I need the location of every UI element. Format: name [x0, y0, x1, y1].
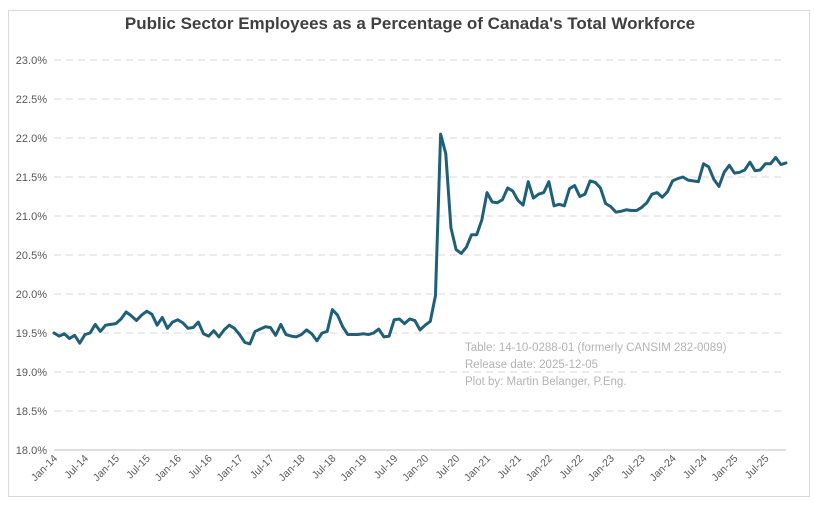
x-tick-label: Jul-18	[310, 453, 339, 482]
y-tick-label: 20.0%	[16, 289, 47, 301]
series-line	[52, 132, 788, 346]
x-axis-ticks: Jan-14 Jul-14 Jan-15 Jul-15 Jan-16 Jul-16 Jan-…	[29, 453, 772, 484]
x-tick-label: Jul-15	[124, 453, 153, 482]
x-tick-label: Jan-17	[215, 453, 246, 484]
y-tick-label: 22.0%	[16, 133, 47, 145]
x-tick-label: Jan-20	[400, 453, 431, 484]
note-author: Plot by: Martin Belanger, P.Eng.	[465, 376, 627, 388]
x-tick-label: Jan-25	[709, 453, 740, 484]
y-tick-label: 19.5%	[16, 328, 47, 340]
x-tick-label: Jan-21	[462, 453, 493, 484]
y-tick-label: 21.0%	[16, 211, 47, 223]
chart-frame	[8, 10, 810, 497]
note-release-date: Release date: 2025-12-05	[465, 359, 598, 371]
x-tick-label: Jul-20	[433, 453, 462, 482]
chart-notes: Table: 14-10-0288-01 (formerly CANSIM 28…	[465, 340, 726, 391]
y-tick-label: 23.0%	[16, 55, 47, 67]
y-axis-ticks: 18.0% 18.5% 19.0% 19.5% 20.0% 20.5% 21.0% 21.5%…	[16, 55, 47, 457]
x-tick-label: Jan-23	[586, 453, 617, 484]
y-tick-label: 19.0%	[16, 367, 47, 379]
x-tick-label: Jan-24	[648, 453, 679, 484]
x-tick-label: Jul-23	[619, 453, 648, 482]
y-tick-label: 20.5%	[16, 250, 47, 262]
x-tick-label: Jan-14	[29, 453, 60, 484]
x-tick-label: Jul-24	[681, 453, 710, 482]
x-tick-label: Jul-22	[557, 453, 586, 482]
chart-title: Public Sector Employees as a Percentage …	[124, 14, 696, 33]
x-tick-label: Jan-18	[276, 453, 307, 484]
x-tick-label: Jan-15	[91, 453, 122, 484]
x-tick-label: Jul-16	[186, 453, 215, 482]
x-tick-label: Jul-19	[372, 453, 401, 482]
x-tick-label: Jan-22	[524, 453, 555, 484]
series-layer	[52, 132, 788, 346]
y-tick-label: 18.0%	[16, 445, 47, 457]
y-tick-label: 21.5%	[16, 172, 47, 184]
gridlines	[54, 59, 786, 451]
x-tick-label: Jul-17	[248, 453, 277, 482]
y-tick-label: 22.5%	[16, 94, 47, 106]
x-tick-label: Jul-25	[743, 453, 772, 482]
x-tick-label: Jul-14	[62, 453, 91, 482]
x-tick-label: Jan-19	[338, 453, 369, 484]
note-table: Table: 14-10-0288-01 (formerly CANSIM 28…	[465, 342, 727, 354]
y-tick-label: 18.5%	[16, 406, 47, 418]
x-tick-label: Jul-21	[495, 453, 524, 482]
x-tick-label: Jan-16	[153, 453, 184, 484]
